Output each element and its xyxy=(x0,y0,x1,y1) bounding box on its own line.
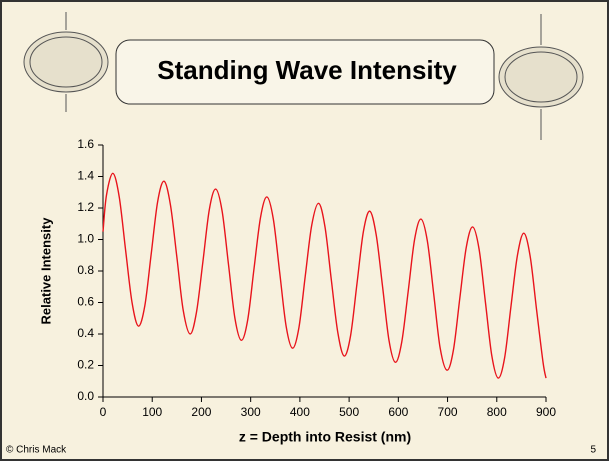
x-tick-label: 600 xyxy=(388,405,408,419)
y-tick-label: 1.0 xyxy=(77,232,94,246)
x-tick-label: 900 xyxy=(536,405,556,419)
chart-title: Standing Wave Intensity xyxy=(157,55,457,85)
x-tick-label: 0 xyxy=(100,405,107,419)
y-tick-label: 0.2 xyxy=(77,358,94,372)
x-tick-label: 100 xyxy=(142,405,162,419)
y-tick-label: 0.4 xyxy=(77,326,94,340)
y-tick-label: 1.2 xyxy=(77,200,94,214)
y-tick-label: 0.8 xyxy=(77,263,94,277)
right-ornament xyxy=(498,14,584,140)
x-tick-label: 300 xyxy=(241,405,261,419)
y-tick-label: 0.0 xyxy=(77,389,94,403)
x-axis-label: z = Depth into Resist (nm) xyxy=(239,429,411,445)
x-tick-label: 400 xyxy=(290,405,310,419)
x-tick-label: 500 xyxy=(339,405,359,419)
page-number: 5 xyxy=(590,445,596,456)
footer-author: © Chris Mack xyxy=(6,445,67,456)
y-tick-label: 1.4 xyxy=(77,169,94,183)
x-tick-label: 200 xyxy=(191,405,211,419)
x-tick-label: 800 xyxy=(487,405,507,419)
y-tick-label: 1.6 xyxy=(77,137,94,151)
title-box xyxy=(115,39,495,105)
intensity-line xyxy=(102,172,547,379)
y-axis-label: Relative Intensity xyxy=(38,217,53,325)
y-tick-label: 0.6 xyxy=(77,295,94,309)
x-tick-label: 700 xyxy=(438,405,458,419)
left-ornament xyxy=(23,12,109,112)
